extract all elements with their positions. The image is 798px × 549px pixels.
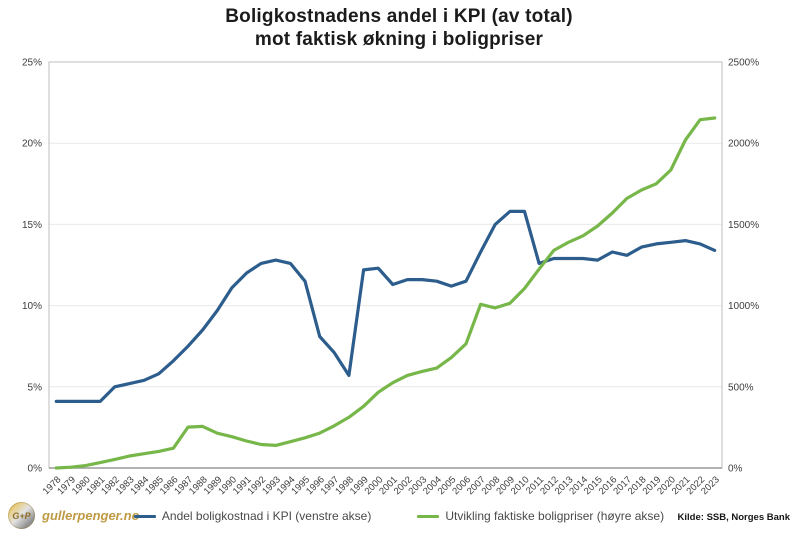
source-note: Kilde: SSB, Norges Bank (677, 512, 790, 523)
legend-item-kpi-share: Andel boligkostnad i KPI (venstre akse) (133, 509, 372, 523)
left-axis-tick-label: 0% (28, 464, 43, 475)
left-axis-tick-label: 25% (22, 58, 42, 69)
right-axis-tick-label: 2000% (728, 139, 759, 150)
legend-item-house-prices: Utvikling faktiske boligpriser (høyre ak… (417, 509, 664, 523)
coin-logo-icon: G+P (8, 502, 35, 529)
house-price-line (54, 116, 717, 470)
legend-label: Utvikling faktiske boligpriser (høyre ak… (445, 509, 665, 523)
legend-line-icon-blue (133, 514, 156, 518)
plot-border (48, 61, 723, 469)
left-axis-tick-label: 10% (22, 301, 42, 312)
left-axis-tick-label: 20% (22, 139, 42, 150)
right-axis-tick-label: 1500% (728, 220, 759, 231)
chart-title-line2: mot faktisk økning i boligpriser (254, 29, 544, 50)
left-axis-tick-label: 5% (28, 382, 43, 393)
right-axis-tick-label: 2500% (728, 58, 759, 69)
legend-label: Andel boligkostnad i KPI (venstre akse) (161, 509, 372, 523)
right-axis-tick-label: 500% (728, 382, 754, 393)
legend-line-icon-green (417, 514, 440, 518)
site-name: gullerpenger.no (42, 508, 140, 523)
kpi-share-line (54, 209, 717, 403)
chart-legend: Andel boligkostnad i KPI (venstre akse) … (0, 509, 798, 523)
chart-title: Boligkostnadens andel i KPI (av total) m… (0, 5, 798, 51)
site-logo: G+P gullerpenger.no (8, 502, 140, 529)
chart-title-line1: Boligkostnadens andel i KPI (av total) (225, 6, 573, 27)
right-axis-tick-label: 1000% (728, 301, 759, 312)
right-axis-tick-label: 0% (728, 464, 743, 475)
left-axis-tick-label: 15% (22, 220, 42, 231)
